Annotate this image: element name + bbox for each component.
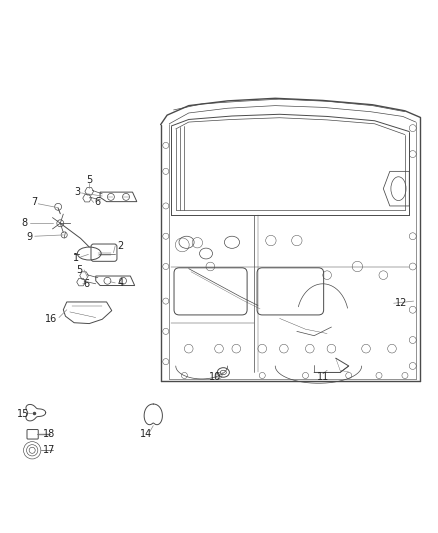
Text: 5: 5 bbox=[77, 265, 83, 275]
Text: 9: 9 bbox=[27, 232, 33, 242]
Text: 3: 3 bbox=[74, 187, 80, 197]
Text: 6: 6 bbox=[83, 279, 89, 289]
Text: 6: 6 bbox=[94, 198, 100, 207]
Text: 11: 11 bbox=[317, 372, 329, 382]
Text: 2: 2 bbox=[117, 241, 124, 251]
Text: 5: 5 bbox=[86, 175, 92, 185]
Text: 15: 15 bbox=[17, 408, 29, 418]
Text: 18: 18 bbox=[43, 429, 56, 439]
Text: 8: 8 bbox=[21, 218, 28, 228]
Text: 12: 12 bbox=[395, 298, 407, 308]
Text: 14: 14 bbox=[140, 429, 152, 439]
Text: 16: 16 bbox=[45, 314, 57, 324]
Text: 1: 1 bbox=[73, 253, 79, 263]
Text: 4: 4 bbox=[117, 278, 124, 288]
Text: 10: 10 bbox=[208, 372, 221, 382]
Text: 17: 17 bbox=[43, 445, 56, 455]
Text: 7: 7 bbox=[31, 198, 37, 207]
